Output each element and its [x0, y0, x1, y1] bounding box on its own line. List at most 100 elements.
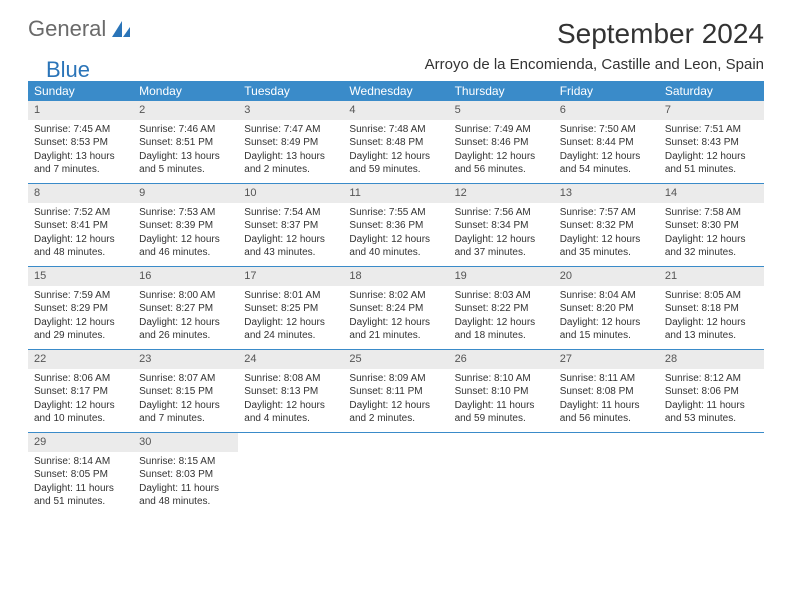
calendar-week: 29Sunrise: 8:14 AMSunset: 8:05 PMDayligh…	[28, 432, 764, 515]
calendar-day: 12Sunrise: 7:56 AMSunset: 8:34 PMDayligh…	[449, 184, 554, 266]
day-body: Sunrise: 7:47 AMSunset: 8:49 PMDaylight:…	[238, 120, 343, 183]
sunset-text: Sunset: 8:53 PM	[34, 136, 127, 150]
day-body: Sunrise: 8:00 AMSunset: 8:27 PMDaylight:…	[133, 286, 238, 349]
day-body: Sunrise: 7:50 AMSunset: 8:44 PMDaylight:…	[554, 120, 659, 183]
calendar-day-empty	[343, 433, 448, 515]
day-body: Sunrise: 7:48 AMSunset: 8:48 PMDaylight:…	[343, 120, 448, 183]
day-body: Sunrise: 8:12 AMSunset: 8:06 PMDaylight:…	[659, 369, 764, 432]
day-body: Sunrise: 8:10 AMSunset: 8:10 PMDaylight:…	[449, 369, 554, 432]
day-body: Sunrise: 8:05 AMSunset: 8:18 PMDaylight:…	[659, 286, 764, 349]
sunrise-text: Sunrise: 7:56 AM	[455, 206, 548, 220]
calendar-day: 29Sunrise: 8:14 AMSunset: 8:05 PMDayligh…	[28, 433, 133, 515]
day-body: Sunrise: 7:49 AMSunset: 8:46 PMDaylight:…	[449, 120, 554, 183]
daylight-text: Daylight: 12 hours and 43 minutes.	[244, 233, 337, 260]
sunrise-text: Sunrise: 7:48 AM	[349, 123, 442, 137]
sunset-text: Sunset: 8:17 PM	[34, 385, 127, 399]
day-number: 1	[28, 101, 133, 120]
daylight-text: Daylight: 12 hours and 26 minutes.	[139, 316, 232, 343]
day-number: 15	[28, 267, 133, 286]
sunset-text: Sunset: 8:32 PM	[560, 219, 653, 233]
sunrise-text: Sunrise: 8:10 AM	[455, 372, 548, 386]
day-body: Sunrise: 7:53 AMSunset: 8:39 PMDaylight:…	[133, 203, 238, 266]
sunrise-text: Sunrise: 8:09 AM	[349, 372, 442, 386]
day-number: 30	[133, 433, 238, 452]
sunrise-text: Sunrise: 8:00 AM	[139, 289, 232, 303]
day-body: Sunrise: 7:55 AMSunset: 8:36 PMDaylight:…	[343, 203, 448, 266]
sunset-text: Sunset: 8:34 PM	[455, 219, 548, 233]
daylight-text: Daylight: 12 hours and 54 minutes.	[560, 150, 653, 177]
sunset-text: Sunset: 8:25 PM	[244, 302, 337, 316]
sunset-text: Sunset: 8:43 PM	[665, 136, 758, 150]
sunset-text: Sunset: 8:20 PM	[560, 302, 653, 316]
calendar-day-empty	[449, 433, 554, 515]
calendar-day: 3Sunrise: 7:47 AMSunset: 8:49 PMDaylight…	[238, 101, 343, 183]
sunset-text: Sunset: 8:15 PM	[139, 385, 232, 399]
day-body: Sunrise: 8:09 AMSunset: 8:11 PMDaylight:…	[343, 369, 448, 432]
day-number: 11	[343, 184, 448, 203]
daylight-text: Daylight: 12 hours and 46 minutes.	[139, 233, 232, 260]
header: General September 2024	[28, 18, 764, 50]
sunset-text: Sunset: 8:11 PM	[349, 385, 442, 399]
sunrise-text: Sunrise: 8:06 AM	[34, 372, 127, 386]
day-body: Sunrise: 7:54 AMSunset: 8:37 PMDaylight:…	[238, 203, 343, 266]
calendar-day: 18Sunrise: 8:02 AMSunset: 8:24 PMDayligh…	[343, 267, 448, 349]
daylight-text: Daylight: 12 hours and 10 minutes.	[34, 399, 127, 426]
sunrise-text: Sunrise: 7:52 AM	[34, 206, 127, 220]
calendar-week: 1Sunrise: 7:45 AMSunset: 8:53 PMDaylight…	[28, 101, 764, 183]
calendar-day: 13Sunrise: 7:57 AMSunset: 8:32 PMDayligh…	[554, 184, 659, 266]
sunset-text: Sunset: 8:03 PM	[139, 468, 232, 482]
calendar-day: 8Sunrise: 7:52 AMSunset: 8:41 PMDaylight…	[28, 184, 133, 266]
calendar-body: 1Sunrise: 7:45 AMSunset: 8:53 PMDaylight…	[28, 101, 764, 515]
location-label: Arroyo de la Encomienda, Castille and Le…	[425, 56, 764, 73]
daylight-text: Daylight: 12 hours and 13 minutes.	[665, 316, 758, 343]
day-number: 26	[449, 350, 554, 369]
sunset-text: Sunset: 8:46 PM	[455, 136, 548, 150]
sunrise-text: Sunrise: 8:07 AM	[139, 372, 232, 386]
sunset-text: Sunset: 8:06 PM	[665, 385, 758, 399]
sunset-text: Sunset: 8:22 PM	[455, 302, 548, 316]
daylight-text: Daylight: 12 hours and 24 minutes.	[244, 316, 337, 343]
weekday-header-row: SundayMondayTuesdayWednesdayThursdayFrid…	[28, 81, 764, 101]
sunset-text: Sunset: 8:10 PM	[455, 385, 548, 399]
sunset-text: Sunset: 8:27 PM	[139, 302, 232, 316]
daylight-text: Daylight: 11 hours and 56 minutes.	[560, 399, 653, 426]
calendar-day: 24Sunrise: 8:08 AMSunset: 8:13 PMDayligh…	[238, 350, 343, 432]
brand-logo: General	[28, 18, 132, 40]
sunrise-text: Sunrise: 7:49 AM	[455, 123, 548, 137]
sunrise-text: Sunrise: 7:47 AM	[244, 123, 337, 137]
day-number: 6	[554, 101, 659, 120]
calendar-day-empty	[659, 433, 764, 515]
day-number: 28	[659, 350, 764, 369]
day-body: Sunrise: 8:06 AMSunset: 8:17 PMDaylight:…	[28, 369, 133, 432]
brand-word-2-wrap: Blue	[28, 59, 90, 81]
day-number: 5	[449, 101, 554, 120]
calendar-day: 20Sunrise: 8:04 AMSunset: 8:20 PMDayligh…	[554, 267, 659, 349]
day-number: 17	[238, 267, 343, 286]
daylight-text: Daylight: 13 hours and 2 minutes.	[244, 150, 337, 177]
sunset-text: Sunset: 8:37 PM	[244, 219, 337, 233]
day-number: 27	[554, 350, 659, 369]
daylight-text: Daylight: 11 hours and 48 minutes.	[139, 482, 232, 509]
calendar-grid: SundayMondayTuesdayWednesdayThursdayFrid…	[28, 81, 764, 515]
daylight-text: Daylight: 13 hours and 5 minutes.	[139, 150, 232, 177]
day-body: Sunrise: 8:15 AMSunset: 8:03 PMDaylight:…	[133, 452, 238, 515]
day-number: 9	[133, 184, 238, 203]
calendar-day: 15Sunrise: 7:59 AMSunset: 8:29 PMDayligh…	[28, 267, 133, 349]
sunset-text: Sunset: 8:13 PM	[244, 385, 337, 399]
brand-word-2: Blue	[46, 59, 90, 81]
sunset-text: Sunset: 8:36 PM	[349, 219, 442, 233]
day-body: Sunrise: 7:51 AMSunset: 8:43 PMDaylight:…	[659, 120, 764, 183]
daylight-text: Daylight: 12 hours and 56 minutes.	[455, 150, 548, 177]
sunset-text: Sunset: 8:18 PM	[665, 302, 758, 316]
day-number: 13	[554, 184, 659, 203]
sunrise-text: Sunrise: 8:15 AM	[139, 455, 232, 469]
page-title: September 2024	[557, 18, 764, 50]
sunrise-text: Sunrise: 7:59 AM	[34, 289, 127, 303]
day-body: Sunrise: 8:01 AMSunset: 8:25 PMDaylight:…	[238, 286, 343, 349]
daylight-text: Daylight: 12 hours and 59 minutes.	[349, 150, 442, 177]
day-number: 18	[343, 267, 448, 286]
daylight-text: Daylight: 12 hours and 15 minutes.	[560, 316, 653, 343]
sunrise-text: Sunrise: 8:11 AM	[560, 372, 653, 386]
sunrise-text: Sunrise: 8:12 AM	[665, 372, 758, 386]
sunrise-text: Sunrise: 8:03 AM	[455, 289, 548, 303]
